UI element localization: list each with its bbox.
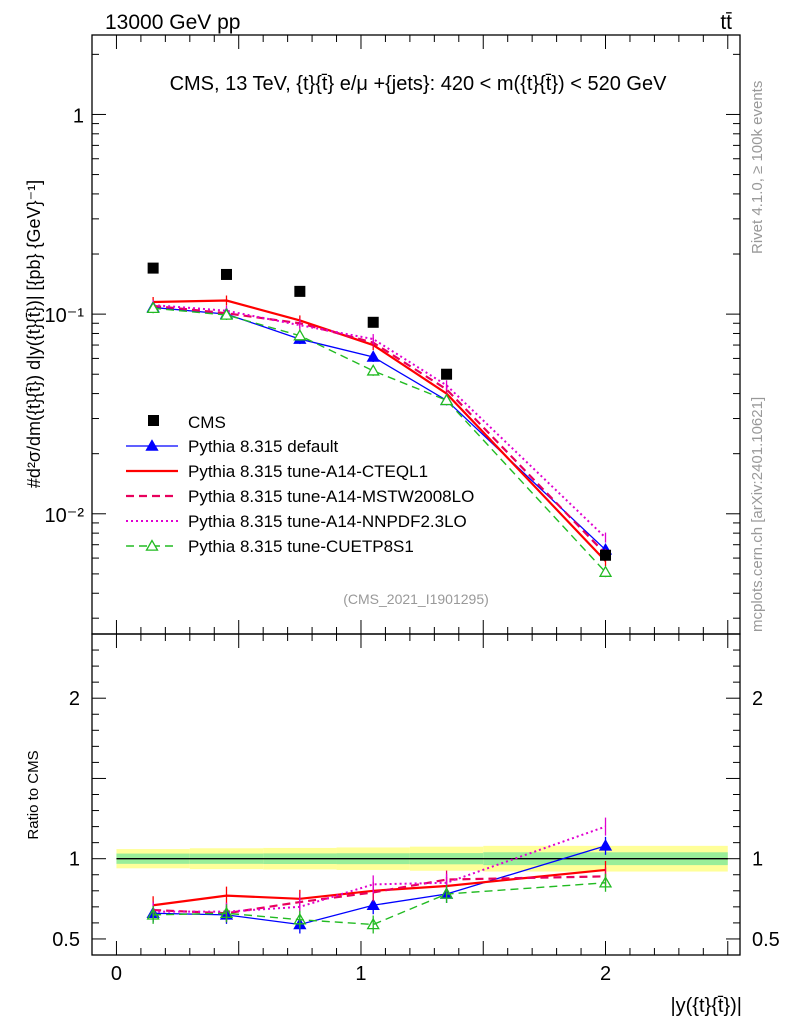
analysis-tag: (CMS_2021_I1901295) (343, 591, 489, 607)
ratio-series-line-2 (153, 875, 606, 915)
data-point (600, 549, 612, 561)
legend-label-2: Pythia 8.315 tune-A14-MSTW2008LO (188, 487, 474, 506)
y-tick-label: 10⁻¹ (45, 305, 85, 327)
legend-marker (145, 439, 159, 451)
ratio-marker (146, 908, 160, 920)
x-tick-label: 1 (355, 963, 366, 985)
data-point (294, 285, 306, 297)
y-tick-label: 1 (73, 105, 84, 127)
ratio-marker (366, 917, 380, 930)
ratio-y-axis-label: Ratio to CMS (25, 750, 42, 839)
ratio-plot-panel: 0 1 2 0.5 0.5 1 1 2 2 (52, 633, 780, 985)
series-marker (439, 393, 454, 406)
series-marker (293, 328, 307, 341)
data-point (220, 268, 232, 280)
legend-label-cms: CMS (188, 413, 226, 432)
legend-label-4: Pythia 8.315 tune-CUETP8S1 (188, 537, 414, 556)
series-marker (219, 308, 234, 320)
ratio-series-line-4 (153, 882, 606, 926)
ratio-tick-label-right: 1 (752, 849, 763, 871)
ratio-tick-label-left: 1 (69, 849, 80, 871)
ratio-tick-label-left: 0.5 (52, 929, 80, 951)
series-marker (366, 350, 380, 362)
ratio-marker (293, 912, 307, 925)
series-line-3 (153, 304, 607, 539)
header-process: tt̄ (720, 11, 732, 34)
main-plot-panel: 10⁻² 10⁻¹ 1 (45, 34, 741, 635)
rivet-version-label: Rivet 4.1.0, ≥ 100k events (749, 81, 766, 254)
series-line-0 (153, 306, 606, 551)
data-point (367, 316, 379, 328)
y-axis-label: #d²σ/dm({t}{t̄}) d|y({t}{t̄})| [{pb} {Ge… (24, 180, 44, 488)
series-marker (598, 565, 613, 577)
x-axis-label: |y({t}{t̄})| (670, 995, 742, 1017)
legend-marker (145, 539, 159, 551)
x-tick-label: 0 (111, 963, 122, 985)
data-point (147, 262, 159, 274)
ratio-marker (439, 887, 454, 899)
legend-label-1: Pythia 8.315 tune-A14-CTEQL1 (188, 462, 428, 481)
legend-label-3: Pythia 8.315 tune-A14-NNPDF2.3LO (188, 512, 467, 531)
y-tick-label: 10⁻² (45, 505, 85, 527)
ratio-marker (366, 898, 380, 911)
ratio-series-line-3 (153, 825, 606, 913)
legend-label-0: Pythia 8.315 default (188, 437, 339, 456)
series-marker (146, 301, 160, 314)
data-point (441, 368, 453, 380)
ratio-tick-label-left: 2 (69, 688, 80, 710)
ratio-marker (598, 875, 613, 888)
legend: CMS Pythia 8.315 default Pythia 8.315 tune… (126, 413, 474, 556)
ratio-tick-label-right: 2 (752, 688, 763, 710)
header-energy: 13000 GeV pp (105, 11, 240, 34)
series-marker (366, 364, 380, 376)
chart-title: CMS, 13 TeV, {t}{t̄} e/μ +{jets}: 420 < … (170, 73, 668, 95)
ratio-tick-label-right: 0.5 (752, 929, 780, 951)
ratio-series-line-0 (153, 845, 606, 926)
x-tick-label: 2 (600, 963, 611, 985)
mcplots-reference-label: mcplots.cern.ch [arXiv:2401.10621] (749, 397, 766, 632)
legend-marker-cms (148, 415, 159, 426)
ratio-marker (598, 839, 613, 851)
ratio-marker (219, 906, 234, 919)
